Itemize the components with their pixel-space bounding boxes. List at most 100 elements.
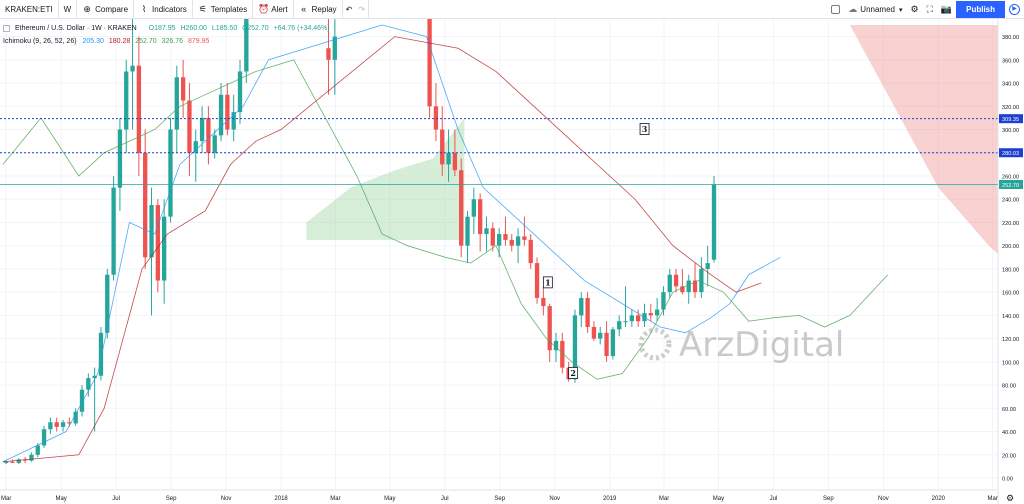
candle-body [136,65,142,153]
candle-body [686,280,691,293]
compare-label: Compare [95,4,129,14]
layout-name-button[interactable]: ☁ Unnamed ▾ [844,0,906,19]
candle-body [16,459,21,463]
snapshot-button[interactable]: 📷 [937,0,956,19]
candle-body [105,274,110,333]
candle-body [522,236,527,240]
price-tick-label: 380.00 [1002,35,1019,41]
candle-body [225,94,230,130]
candle-body [168,129,173,217]
fullscreen-icon: ⛶ [926,4,933,14]
ichimoku-span-b: 879.95 [188,38,210,45]
candle-body [610,329,616,357]
annotation-marker-label: 3 [642,124,648,134]
ichimoku-span-a: 326.76 [161,38,184,45]
candle-body [541,297,546,307]
publish-label: Publish [966,5,995,14]
replay-icon: « [301,4,307,14]
play-button[interactable]: ▶ [1005,0,1024,19]
candle-body [705,263,710,269]
annotation-marker-label: 1 [545,277,551,287]
candle-body [534,263,540,298]
top-toolbar: KRAKEN:ETI W ⊕ Compare ⌇ Indicators ⚟ Templ… [0,0,1024,19]
candle-body [591,327,597,339]
publish-button[interactable]: Publish [956,1,1005,18]
time-tick-label: Jul [770,496,778,502]
candle-body [560,340,565,368]
toolbar-right: ☁ Unnamed ▾ ⚙ ⛶ 📷 Publish ▶ [827,0,1024,19]
candle-body [92,375,97,379]
candle-body [553,340,559,351]
layout-checkbox[interactable] [827,0,844,19]
candle-body [446,152,451,165]
candle-body [98,332,104,376]
candle-body [692,280,698,293]
main-legend: Ethereum / U.S. Dollar · 1W · KRAKEN O18… [3,25,333,32]
undo-button[interactable]: ↶ [343,0,356,19]
symbol-search-button[interactable]: KRAKEN:ETI [0,0,59,19]
price-tick-label: 140.00 [1002,314,1019,320]
candle-body [212,135,217,153]
alert-label: Alert [271,4,288,14]
time-tick-label: May [713,496,724,502]
time-tick-label: Sep [823,496,834,502]
camera-icon: 📷 [940,4,953,14]
price-tick-label: 240.00 [1002,198,1019,204]
time-tick-label: 2020 [932,496,946,502]
candle-body [579,297,584,316]
price-tick-label: 20.00 [1002,453,1016,459]
fullscreen-button[interactable]: ⛶ [923,0,937,19]
templates-button[interactable]: ⚟ Templates [193,0,254,19]
legend-collapse-icon[interactable] [3,25,10,32]
price-tick-label: 320.00 [1002,105,1019,111]
interval-button[interactable]: W [59,0,78,19]
redo-button[interactable]: ↷ [355,0,369,19]
candle-body [326,48,331,60]
candle-body [598,332,603,339]
alert-button[interactable]: ⏰ Alert [253,0,294,19]
candle-body [54,422,59,427]
candle-body [117,129,123,188]
candle-body [60,422,66,427]
legend-low: L185.50 [211,25,238,33]
price-tick-label: 180.00 [1002,267,1019,273]
candle-body [206,117,211,153]
time-tick-label: 2019 [603,496,617,502]
redo-icon: ↷ [358,4,365,14]
tenkan-line [2,24,781,463]
candle-body [478,199,483,235]
settings-gear-icon[interactable]: ⚙ [1006,493,1014,503]
alarm-clock-icon: ⏰ [258,3,270,14]
templates-label: Templates [210,4,248,14]
price-tick-label: 360.00 [1002,58,1019,64]
candle-body [237,71,243,113]
candle-body [187,100,192,153]
settings-button[interactable]: ⚙ [907,0,923,19]
candle-body [547,306,552,351]
candle-body [623,321,628,323]
price-tick-label: 260.00 [1002,175,1019,181]
price-axis-bg [998,19,1024,504]
templates-icon: ⚟ [198,3,207,14]
kijun-line [2,36,762,463]
candle-body [10,461,15,463]
price-tag-label: 280.03 [1002,151,1019,157]
candle-body [440,129,445,165]
ichimoku-tenkan: 205.30 [82,38,104,45]
kumo-cloud-bearish [849,25,1024,278]
candle-body [174,77,179,130]
time-tick-label: Nov [549,496,560,502]
play-circle-icon: ▶ [1009,4,1020,15]
compare-button[interactable]: ⊕ Compare [77,0,135,19]
time-tick-label: Mar [1,496,11,502]
replay-button[interactable]: « Replay [294,0,343,19]
indicators-button[interactable]: ⌇ Indicators [134,0,193,19]
price-tag-label: 252.70 [1002,183,1019,189]
checkbox-icon [831,5,841,14]
price-tick-label: 300.00 [1002,128,1019,134]
undo-icon: ↶ [345,4,353,14]
candle-body [654,309,660,316]
candle-body [155,205,160,281]
